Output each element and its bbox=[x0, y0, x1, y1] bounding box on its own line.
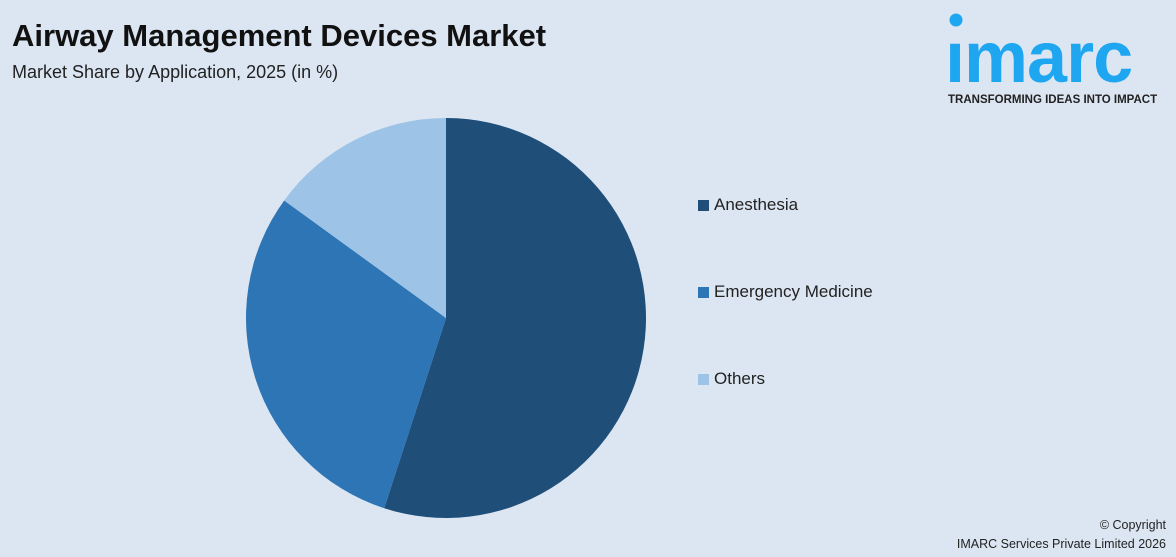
copyright-company: IMARC Services Private Limited 2026 bbox=[956, 537, 1166, 551]
logo-word: ımarc bbox=[945, 18, 1133, 98]
legend-label: Anesthesia bbox=[714, 195, 799, 214]
pie-slice-anesthesia bbox=[384, 118, 646, 518]
legend-item: Others bbox=[698, 369, 765, 389]
chart-subtitle: Market Share by Application, 2025 (in %) bbox=[12, 62, 339, 82]
legend-swatch bbox=[698, 286, 709, 298]
pie-slice-others bbox=[284, 118, 446, 318]
logo-tagline: TRANSFORMING IDEAS INTO IMPACT bbox=[948, 94, 1158, 106]
legend-label: Others bbox=[714, 369, 766, 388]
pie-slice-emergency-medicine bbox=[245, 200, 446, 509]
copyright-label: © Copyright bbox=[1099, 518, 1166, 532]
legend-item: Anesthesia bbox=[698, 195, 798, 215]
legend-item: Emergency Medicine bbox=[698, 282, 873, 302]
copyright: © Copyright IMARC Services Private Limit… bbox=[957, 516, 1166, 554]
legend-swatch bbox=[698, 373, 709, 385]
legend-swatch bbox=[698, 199, 709, 211]
logo-dot bbox=[949, 13, 963, 27]
imarc-logo: ımarc TRANSFORMING IDEAS INTO IMPACT bbox=[945, 10, 1171, 110]
legend-label: Emergency Medicine bbox=[714, 282, 873, 301]
chart-title: Airway Management Devices Market bbox=[12, 18, 547, 53]
